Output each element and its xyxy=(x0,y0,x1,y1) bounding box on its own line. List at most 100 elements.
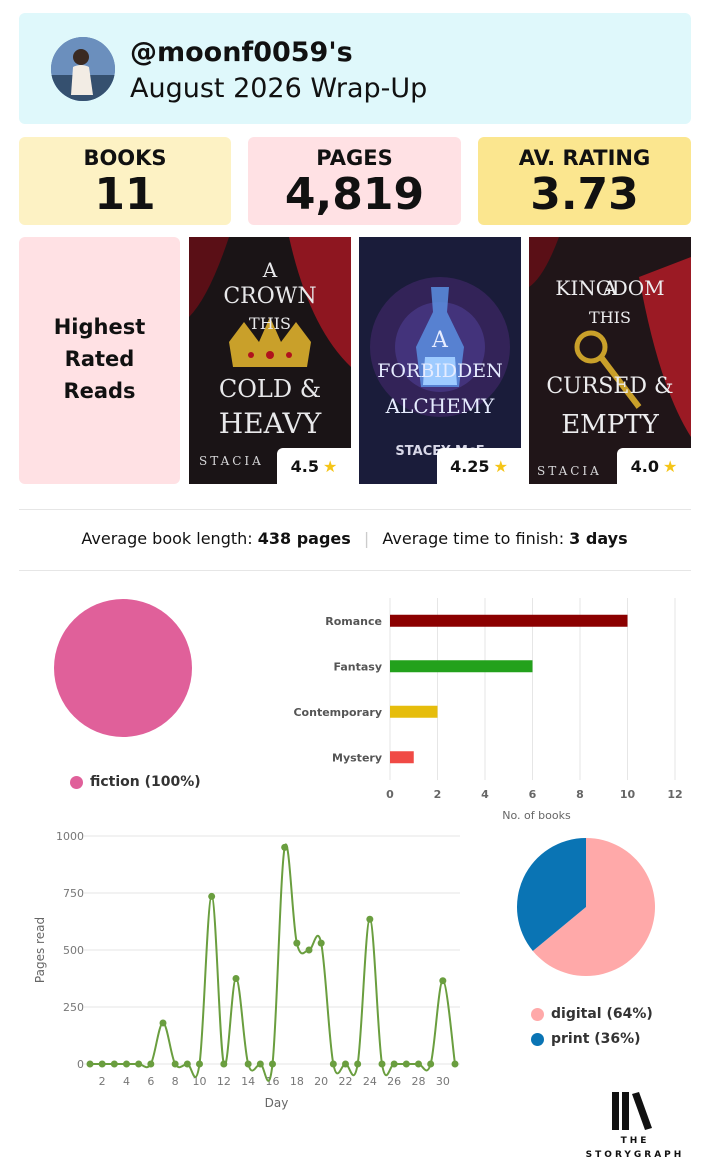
bar xyxy=(390,705,438,718)
format-pie-chart xyxy=(517,838,655,976)
avatar[interactable] xyxy=(51,37,115,101)
data-point xyxy=(354,1060,362,1068)
data-point xyxy=(427,1060,435,1068)
avg-length-label: Average book length: xyxy=(81,529,253,548)
rating-label: AV. RATING xyxy=(518,146,651,170)
x-tick-label: 12 xyxy=(217,1075,231,1088)
separator: | xyxy=(363,529,370,548)
data-point xyxy=(86,1060,94,1068)
book-cover-1[interactable]: A CROWN THIS COLD & HEAVY STACIA 4.5 ★ xyxy=(189,237,351,484)
genre-bar-chart: 0 2 4 6 8 10 12 Romance Fantasy Contemporary Myste… xyxy=(293,598,683,822)
pages-stat: PAGES 4,819 xyxy=(248,137,461,225)
averages-row: Average book length: 438 pages | Average… xyxy=(0,529,709,548)
book-title-word: A xyxy=(602,276,618,300)
data-point xyxy=(269,1060,276,1068)
data-point xyxy=(135,1060,143,1068)
legend-label: print (36%) xyxy=(551,1031,641,1047)
legend-dot xyxy=(531,1007,544,1021)
y-tick-label: 500 xyxy=(63,944,84,957)
data-point xyxy=(329,1060,337,1068)
data-point xyxy=(402,1060,410,1068)
logo-text-the: THE xyxy=(620,1136,650,1146)
x-tick-label: 0 xyxy=(386,788,394,801)
book-title-word: FORBIDDEN xyxy=(377,360,503,382)
legend-label: fiction (100%) xyxy=(90,774,201,790)
x-tick-label: 6 xyxy=(147,1075,154,1088)
data-point xyxy=(366,915,374,923)
book-rating-badge: 4.0 ★ xyxy=(617,448,691,484)
data-point xyxy=(159,1019,167,1027)
y-tick-label: 1000 xyxy=(56,830,84,843)
bar xyxy=(390,660,533,673)
book-cover-2[interactable]: A FORBIDDEN ALCHEMY STACEY McE 4.25★ xyxy=(359,237,521,484)
x-tick-label: 2 xyxy=(434,788,442,801)
book-rating: 4.25 xyxy=(450,456,490,476)
x-tick-label: 4 xyxy=(481,788,489,801)
data-point xyxy=(281,843,289,851)
book-cover-art-1: A CROWN THIS COLD & HEAVY STACIA xyxy=(189,237,351,484)
x-tick-label: 26 xyxy=(387,1075,401,1088)
data-point xyxy=(171,1060,179,1068)
data-point xyxy=(208,892,216,900)
divider xyxy=(19,570,691,571)
x-tick-label: 24 xyxy=(363,1075,377,1088)
data-point xyxy=(390,1060,398,1068)
legend-dot xyxy=(70,775,83,789)
storygraph-logo[interactable]: THE STORYGRAPH xyxy=(580,1090,690,1165)
data-point xyxy=(305,946,313,954)
legend-label: digital (64%) xyxy=(551,1006,653,1022)
data-point xyxy=(256,1060,264,1068)
x-tick-label: 8 xyxy=(172,1075,179,1088)
legend-dot xyxy=(531,1032,544,1046)
book-title-word: A xyxy=(262,258,278,282)
star-icon: ★ xyxy=(663,456,678,476)
book-rating: 4.0 xyxy=(630,456,659,476)
book-title-word: COLD & xyxy=(219,375,321,403)
print-legend: print (36%) xyxy=(531,1031,641,1047)
data-point xyxy=(293,939,301,947)
pages-label: PAGES xyxy=(316,146,393,170)
x-tick-label: 14 xyxy=(241,1075,255,1088)
book-author: STACIA xyxy=(537,464,602,478)
book-title-word: THIS xyxy=(249,314,291,333)
y-tick-label: 250 xyxy=(63,1001,84,1014)
data-point xyxy=(378,1060,386,1068)
data-point xyxy=(317,939,325,947)
logo-text-storygraph: STORYGRAPH xyxy=(585,1150,685,1160)
x-tick-label: 10 xyxy=(620,788,636,801)
x-tick-label: 20 xyxy=(314,1075,328,1088)
book-title-word: CURSED & xyxy=(546,374,673,399)
x-tick-label: 16 xyxy=(266,1075,280,1088)
fiction-pie-chart xyxy=(54,599,192,737)
data-point xyxy=(232,975,240,982)
username: @moonf0059's xyxy=(130,37,353,68)
y-tick-label: 0 xyxy=(77,1058,84,1071)
book-cover-3[interactable]: A KINGDOM THIS CURSED & EMPTY STACIA 4.0… xyxy=(529,237,691,484)
data-point xyxy=(183,1060,191,1068)
book-author: STACIA xyxy=(199,454,264,468)
category-label: Contemporary xyxy=(293,706,382,719)
x-tick-label: 12 xyxy=(667,788,682,801)
x-tick-label: 22 xyxy=(339,1075,353,1088)
x-axis-label: No. of books xyxy=(502,809,571,822)
highest-rated-line1: Highest xyxy=(53,315,146,339)
pie-slice xyxy=(532,838,655,976)
data-point xyxy=(451,1060,459,1068)
data-point xyxy=(244,1060,252,1068)
data-point xyxy=(220,1060,228,1068)
x-tick-label: 4 xyxy=(123,1075,130,1088)
book-title-word: KINGDOM xyxy=(555,276,664,300)
books-stat: BOOKS 11 xyxy=(19,137,231,225)
book-rating-badge: 4.5 ★ xyxy=(277,448,351,484)
wrap-up-title: August 2026 Wrap-Up xyxy=(130,73,428,104)
series-line xyxy=(89,843,456,1082)
highest-rated-line3: Reads xyxy=(63,379,136,403)
book-title-word: A xyxy=(431,328,449,353)
category-label: Mystery xyxy=(332,751,382,764)
divider xyxy=(19,509,691,510)
highest-rated-line2: Rated xyxy=(64,347,135,371)
digital-legend: digital (64%) xyxy=(531,1006,653,1022)
pie-slice xyxy=(54,599,192,737)
star-icon: ★ xyxy=(493,456,508,476)
